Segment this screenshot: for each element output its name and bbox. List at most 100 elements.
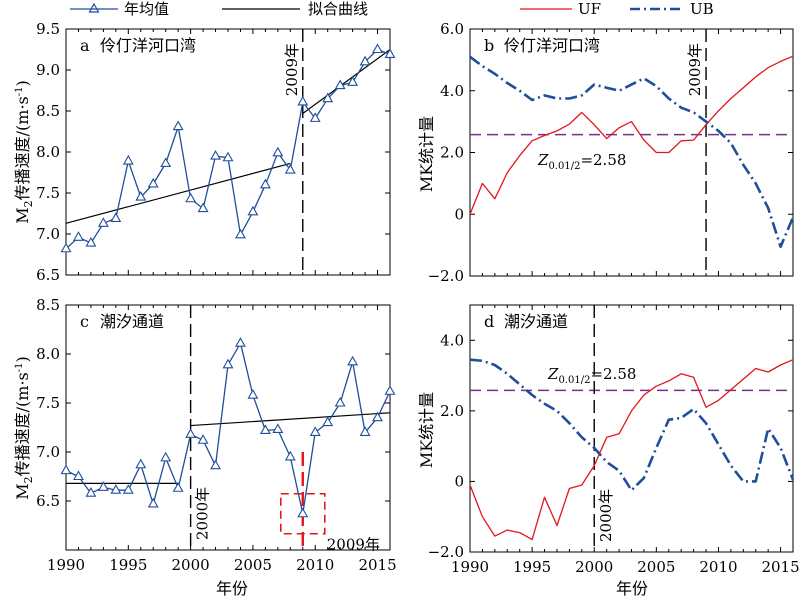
data-point-a [97,217,109,227]
data-point-c [372,411,383,422]
y-axis-label-a: M2传播速度/(m·s-1) [13,80,35,224]
data-point-c [297,507,309,518]
data-point-c [272,423,284,434]
x-axis-label-right: 年份 [616,579,648,598]
data-point-a [297,95,309,106]
series-ub-line-b [469,55,795,248]
data-point-a [372,43,383,54]
y-tick-label-b: 0 [454,205,464,223]
data-point-a [222,151,234,162]
data-point-c [97,481,109,491]
data-point-c [247,389,259,399]
y-tick-label-a: 8.5 [36,102,60,120]
data-point-a [147,177,159,188]
y-tick-label-d: −2.0 [428,543,464,561]
x-tick-label-c: 2005 [234,556,272,574]
y-tick-label-c: 6.5 [36,492,60,510]
fit-line-c [190,412,391,427]
panel-letter-d: d [484,312,494,331]
threshold-label-d: Z0.01/2=2.58 [547,365,636,386]
data-point-c [309,426,321,436]
data-point-a [347,76,359,86]
data-point-a [284,163,296,174]
y-tick-label-b: −2.0 [428,267,464,285]
panel-name-c: 潮汐通道 [100,312,164,331]
x-tick-label-c: 1995 [109,556,147,574]
panel-name-d: 潮汐通道 [504,312,568,331]
data-point-c [172,482,184,492]
data-point-a [197,202,209,213]
legend-annual-marker [88,2,100,13]
panel-d: 1990 1995 2000 2005 2010 2015 −2.0 0 2.0 4.0 d 潮汐通道… [428,304,800,576]
panel-letter-a: a [80,36,90,55]
data-point-a [309,112,321,122]
plot-frame-b [469,28,794,277]
y-axis-label-c: M2传播速度/(m·s-1) [13,356,35,500]
plot-frame-c [65,304,391,551]
data-point-a [247,205,259,216]
series-uf-line-d [469,359,794,541]
x-tick-label-c: 1990 [47,556,85,574]
change-point-label-d: 2000年 [597,489,615,542]
legend-uf-label: UF [578,0,601,18]
y-tick-label-a: 8.0 [36,143,60,161]
fit-line-a [65,162,291,224]
legend-ub-label: UB [690,0,714,18]
x-tick-label-d: 2010 [699,558,737,576]
y-tick-label-a: 7.0 [36,225,60,243]
panel-b: −2.0 0 2.0 4.0 6.0 b 伶仃洋河口湾 2009年 [428,20,795,285]
y-axis-label-b: MK统计量 [417,116,436,192]
data-point-c [210,459,221,470]
data-point-a [334,79,346,90]
data-point-c [73,470,84,481]
legend-fit-label: 拟合曲线 [308,0,368,18]
data-point-a [122,154,134,165]
data-point-c [160,451,172,462]
y-tick-label-c: 8.5 [36,296,60,314]
x-tick-label-d: 2000 [575,558,613,576]
panel-name-b: 伶仃洋河口湾 [504,36,600,55]
y-tick-label-d: 2.0 [440,402,464,420]
data-point-c [322,416,334,427]
y-tick-label-b: 6.0 [440,20,464,38]
data-point-a [185,192,197,203]
x-tick-label-d: 2015 [761,558,799,576]
panel-c: 1990 1995 2000 2005 2010 2015 6.5 7.0 7.5 8.0 8.5 c… [36,296,396,574]
highlight-box-c [279,492,326,535]
threshold-label-b: Z0.01/2=2.58 [537,151,626,172]
y-tick-label-b: 2.0 [440,144,464,162]
data-point-a [210,149,221,160]
y-tick-label-a: 6.5 [36,266,60,284]
data-point-c [147,497,159,508]
data-point-c [85,487,97,497]
data-point-a [135,190,147,201]
y-tick-label-a: 9.5 [36,20,60,38]
data-point-a [235,228,246,239]
series-uf-line-b [469,55,794,215]
y-tick-label-c: 8.0 [36,345,60,363]
data-point-c [222,358,234,369]
panel-letter-b: b [484,36,494,55]
y-tick-label-c: 7.0 [36,443,60,461]
data-point-a [160,157,172,168]
data-point-a [110,212,122,222]
x-axis-label-left: 年份 [216,579,248,598]
data-point-c [122,484,134,494]
x-tick-label-d: 1990 [451,558,489,576]
data-point-c [197,434,209,444]
data-point-c [185,428,197,438]
highlight-label-c: 2009年 [327,536,380,554]
data-point-c [60,464,72,475]
data-point-c [284,450,296,461]
panel-letter-c: c [80,312,89,331]
x-tick-label-d: 1995 [513,558,551,576]
y-tick-label-c: 7.5 [36,394,60,412]
data-point-a [259,178,271,189]
data-point-a [172,120,184,131]
y-tick-label-b: 4.0 [440,82,464,100]
data-point-a [272,146,284,157]
change-point-label-c: 2000年 [194,487,212,540]
x-tick-label-d: 2005 [637,558,675,576]
y-tick-label-a: 9.0 [36,61,60,79]
